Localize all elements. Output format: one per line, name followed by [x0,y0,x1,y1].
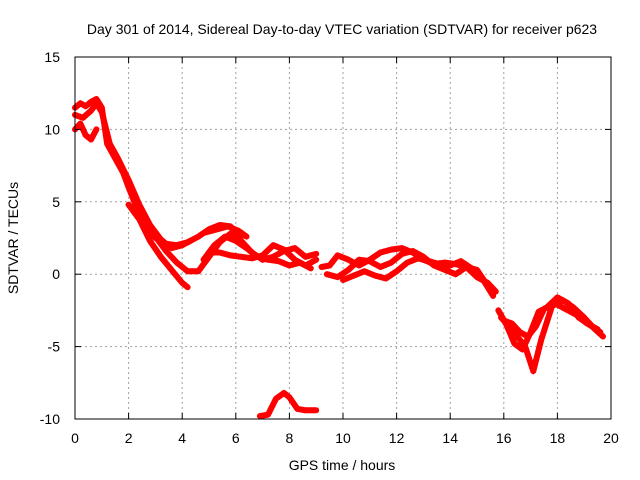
series-track-n [498,297,606,375]
x-axis-label: GPS time / hours [289,457,396,473]
series-track-d [125,201,191,291]
series-point-markers [125,201,188,289]
axis-ticks [74,56,612,420]
series-track-c [72,120,100,143]
series-point-markers [203,223,247,238]
series-track-h [203,223,250,240]
x-tick-label: 6 [232,430,240,446]
chart-title: Day 301 of 2014, Sidereal Day-to-day VTE… [87,21,597,37]
y-tick-label: -10 [40,411,60,427]
series-track-l [340,255,497,299]
series-point-markers [72,100,191,252]
x-tick-labels: 0 2 4 6 8 10 12 14 16 18 20 [71,430,619,446]
x-tick-label: 8 [286,430,294,446]
series-line [498,297,606,375]
series-track-o [500,300,601,340]
x-tick-label: 16 [496,430,512,446]
series-track-i [256,389,320,420]
series-line [72,100,194,252]
series-point-markers [206,242,317,269]
y-axis-label: SDTVAR / TECUs [5,182,21,294]
x-tick-label: 10 [335,430,351,446]
x-tick-label: 20 [603,430,619,446]
series-point-markers [340,255,495,297]
y-tick-label: 0 [52,266,60,282]
x-tick-label: 14 [442,430,458,446]
x-tick-label: 12 [389,430,405,446]
y-tick-label: 15 [44,49,60,65]
y-tick-label: 5 [52,194,60,210]
series-point-markers [500,300,598,340]
y-tick-label: -5 [48,339,61,355]
x-tick-label: 4 [178,430,186,446]
y-tick-labels: -10 -5 0 5 10 15 [40,49,60,427]
plot-series [72,96,606,420]
series-track-g [206,242,320,269]
series-track-a [72,96,245,249]
x-tick-label: 2 [125,430,133,446]
x-tick-label: 0 [71,430,79,446]
series-track-b [72,100,194,252]
x-tick-label: 18 [550,430,566,446]
series-point-markers [256,389,317,420]
series-line [72,96,245,249]
y-tick-label: 10 [44,121,60,137]
series-point-markers [72,96,242,249]
